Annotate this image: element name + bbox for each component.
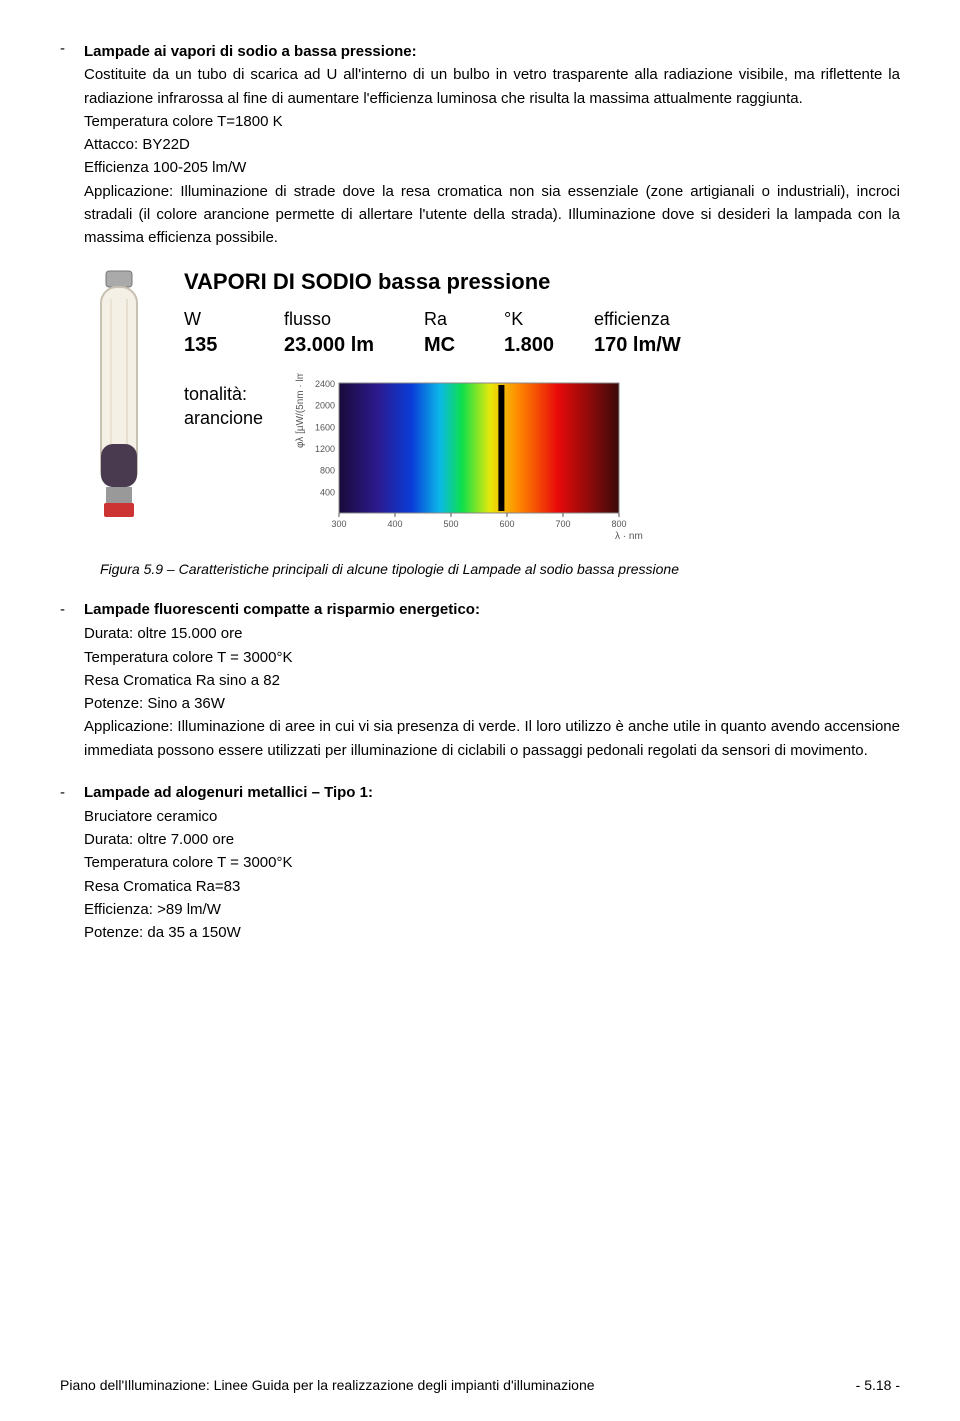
section-2-durata: Durata: oltre 15.000 ore: [84, 622, 900, 645]
footer-right: - 5.18 -: [856, 1377, 900, 1393]
section-1-eff: Efficienza 100-205 lm/W: [84, 156, 900, 179]
ytick-2: 1600: [315, 423, 335, 433]
xtick-5: 800: [612, 519, 627, 529]
spec-label-0: W: [184, 309, 284, 330]
footer-left: Piano dell'Illuminazione: Linee Guida pe…: [60, 1377, 595, 1393]
xtick-4: 700: [556, 519, 571, 529]
infographic-right: VAPORI DI SODIO bassa pressione WflussoR…: [184, 269, 900, 553]
section-3-durata: Durata: oltre 7.000 ore: [84, 828, 900, 851]
figure-caption: Figura 5.9 – Caratteristiche principali …: [60, 561, 900, 577]
spec-value-1: 23.000 lm: [284, 334, 424, 357]
tonalita-label: tonalità:: [184, 384, 247, 404]
spec-value-3: 1.800: [504, 334, 594, 357]
section-3-resa: Resa Cromatica Ra=83: [84, 875, 900, 898]
spec-label-4: efficienza: [594, 309, 714, 330]
section-3-bruc: Bruciatore ceramico: [84, 805, 900, 828]
section-1-temp: Temperatura colore T=1800 K: [84, 110, 900, 133]
section-2-temp: Temperatura colore T = 3000°K: [84, 646, 900, 669]
section-2-content: Lampade fluorescenti compatte a risparmi…: [84, 601, 900, 762]
spectrum-rect: [339, 383, 619, 513]
section-3-pot: Potenze: da 35 a 150W: [84, 921, 900, 944]
section-2: - Lampade fluorescenti compatte a rispar…: [60, 601, 900, 762]
spec-label-1: flusso: [284, 309, 424, 330]
section-1-content: Lampade ai vapori di sodio a bassa press…: [84, 40, 900, 249]
spectrum-xticks: 300 400 500 600 700 800: [332, 513, 627, 529]
tonalita-value: arancione: [184, 408, 263, 428]
lamp-photo: [84, 269, 154, 524]
spectrum-yticks: 2400 2000 1600 1200 800 400: [315, 379, 335, 497]
lamp-base: [104, 503, 134, 517]
ytick-4: 800: [320, 466, 335, 476]
ytick-3: 1200: [315, 444, 335, 454]
emission-peak: [498, 385, 504, 511]
tonalita-block: tonalità: arancione: [184, 383, 263, 543]
page-footer: Piano dell'Illuminazione: Linee Guida pe…: [60, 1377, 900, 1393]
spec-label-2: Ra: [424, 309, 504, 330]
section-1: - Lampade ai vapori di sodio a bassa pre…: [60, 40, 900, 249]
spectrum-chart: φλ [µW/(5nm · lm)] 2400 2000 1600 1200 800 40…: [293, 373, 613, 553]
spec-value-4: 170 lm/W: [594, 334, 714, 357]
section-3-temp: Temperatura colore T = 3000°K: [84, 851, 900, 874]
spectrum-xlabel: λ · nm: [615, 531, 643, 542]
lamp-svg: [84, 269, 154, 524]
ytick-5: 400: [320, 488, 335, 498]
spec-label-3: °K: [504, 309, 594, 330]
section-1-p1: Costituite da un tubo di scarica ad U al…: [84, 63, 900, 110]
lamp-burner: [101, 444, 137, 487]
section-1-heading: Lampade ai vapori di sodio a bassa press…: [84, 43, 417, 60]
ytick-0: 2400: [315, 379, 335, 389]
figure-5-9: VAPORI DI SODIO bassa pressione WflussoR…: [84, 269, 900, 553]
spec-values-row: 13523.000 lmMC1.800170 lm/W: [184, 334, 900, 357]
xtick-0: 300: [332, 519, 347, 529]
ytick-1: 2000: [315, 401, 335, 411]
dash: -: [60, 784, 84, 945]
info-flex: tonalità: arancione φλ [µW/(5nm · lm)] 2…: [184, 373, 900, 553]
xtick-3: 600: [500, 519, 515, 529]
xtick-1: 400: [388, 519, 403, 529]
section-2-pot: Potenze: Sino a 36W: [84, 692, 900, 715]
lamp-collar: [106, 487, 132, 503]
spec-value-2: MC: [424, 334, 504, 357]
section-3-heading: Lampade ad alogenuri metallici – Tipo 1:: [84, 784, 900, 801]
infographic-title: VAPORI DI SODIO bassa pressione: [184, 269, 900, 295]
section-2-heading: Lampade fluorescenti compatte a risparmi…: [84, 601, 900, 618]
dash: -: [60, 40, 84, 249]
spectrum-ylabel: φλ [µW/(5nm · lm)]: [295, 373, 306, 448]
spec-labels-row: WflussoRa°Kefficienza: [184, 309, 900, 330]
section-2-resa: Resa Cromatica Ra sino a 82: [84, 669, 900, 692]
section-3-eff: Efficienza: >89 lm/W: [84, 898, 900, 921]
dash: -: [60, 601, 84, 762]
section-3: - Lampade ad alogenuri metallici – Tipo …: [60, 784, 900, 945]
section-1-attacco: Attacco: BY22D: [84, 133, 900, 156]
infographic-row: VAPORI DI SODIO bassa pressione WflussoR…: [84, 269, 900, 553]
xtick-2: 500: [444, 519, 459, 529]
spectrum-svg: φλ [µW/(5nm · lm)] 2400 2000 1600 1200 800 40…: [293, 373, 643, 548]
spec-value-0: 135: [184, 334, 284, 357]
lamp-top-cap: [106, 271, 132, 287]
section-1-app: Applicazione: Illuminazione di strade do…: [84, 180, 900, 250]
section-3-content: Lampade ad alogenuri metallici – Tipo 1:…: [84, 784, 900, 945]
section-2-app: Applicazione: Illuminazione di aree in c…: [84, 715, 900, 762]
